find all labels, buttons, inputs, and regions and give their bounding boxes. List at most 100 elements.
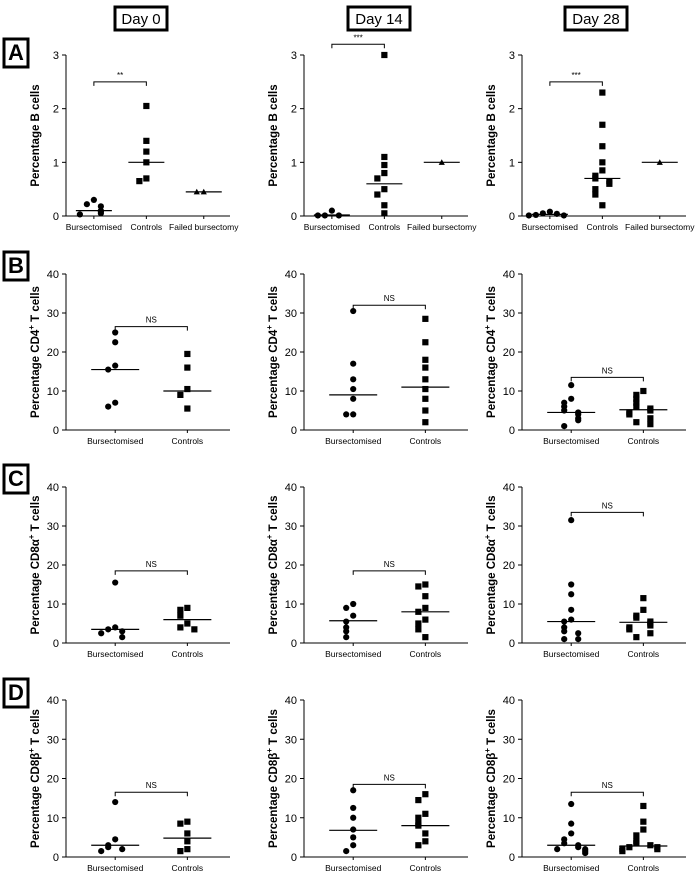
chart-D-day-14: 0 10 20 30 40 Percentage CD8β+ T cells Bursect… [265, 695, 468, 873]
data-point-square [640, 818, 647, 825]
data-point-square [184, 846, 191, 853]
data-point-circle [575, 844, 582, 851]
data-point-circle [350, 612, 357, 619]
series-bursectomised [329, 600, 378, 641]
x-category-label: Bursectomised [304, 222, 360, 232]
y-tick-label: 0 [291, 852, 297, 864]
y-tick-label: 30 [503, 521, 515, 533]
series-controls [619, 802, 668, 855]
series-bursectomised [75, 196, 112, 218]
data-point-square [619, 848, 626, 855]
y-axis-label: Percentage B cells [268, 84, 280, 186]
data-point-square [633, 391, 640, 398]
data-point-circle [119, 634, 126, 641]
series-controls [163, 604, 212, 633]
data-point-circle [539, 210, 546, 217]
y-tick-label: 20 [285, 560, 297, 572]
y-tick-label: 0 [509, 638, 515, 650]
data-point-circle [532, 211, 539, 219]
data-point-circle [561, 628, 568, 635]
y-tick-label: 30 [47, 308, 59, 320]
x-category-label: Bursectomised [543, 863, 599, 873]
data-point-square [626, 411, 633, 418]
data-point-circle [546, 208, 553, 215]
data-point-circle [98, 630, 105, 637]
data-point-circle [350, 395, 357, 402]
data-point-circle [98, 848, 105, 855]
data-point-circle [560, 212, 567, 219]
significance-label: ** [117, 71, 123, 80]
data-point-square [184, 604, 191, 611]
data-point-circle [350, 834, 357, 841]
data-point-square [177, 820, 184, 827]
data-point-circle [97, 203, 104, 210]
data-point-square [415, 822, 422, 829]
data-point-circle [350, 842, 357, 849]
y-axis-label: Percentage CD8β+ T cells [265, 709, 280, 848]
y-tick-label: 0 [509, 425, 515, 437]
data-point-square [184, 385, 191, 393]
x-category-label: Bursectomised [87, 436, 143, 446]
y-tick-label: 1 [291, 157, 297, 169]
series-bursectomised [547, 382, 596, 430]
series-bursectomised [525, 208, 568, 219]
y-axis-label: Percentage CD4+ T cells [27, 286, 42, 418]
x-category-label: Controls [628, 436, 660, 446]
significance-bracket: *** [549, 71, 603, 86]
x-category-label: Controls [410, 436, 442, 446]
column-header-label: Day 0 [121, 11, 160, 28]
data-point-square [422, 395, 429, 402]
y-tick-label: 30 [503, 308, 515, 320]
data-point-square [599, 167, 606, 174]
panel-letter-box [2, 463, 30, 495]
significance-bracket: ** [93, 71, 147, 86]
data-point-square [422, 385, 429, 393]
chart-A-day-28: 0 1 2 3 Percentage B cells Bursectomised Contr… [486, 50, 695, 232]
data-point-circle [561, 407, 568, 414]
data-point-triangle [438, 159, 445, 165]
y-axis-label: Percentage CD8α+ T cells [265, 496, 280, 635]
series-controls [128, 102, 165, 185]
y-tick-label: 40 [503, 482, 515, 494]
data-point-circle [343, 848, 350, 855]
series-controls [401, 791, 450, 849]
data-point-circle [328, 207, 335, 214]
data-point-square [599, 89, 606, 96]
panel-letter-box [2, 677, 30, 709]
data-point-square [143, 148, 150, 155]
y-tick-label: 30 [285, 308, 297, 320]
y-tick-label: 20 [503, 774, 515, 786]
data-point-triangle [200, 188, 207, 195]
data-point-square [422, 376, 429, 383]
y-tick-label: 20 [503, 347, 515, 359]
y-tick-label: 0 [291, 638, 297, 650]
chart-C-day-28: 0 10 20 30 40 Percentage CD8α+ T cells Bursect… [483, 482, 686, 659]
data-point-square [184, 620, 191, 627]
column-header-box [113, 5, 169, 32]
y-tick-label: 40 [503, 269, 515, 281]
data-point-circle [112, 798, 119, 806]
data-point-circle [582, 849, 589, 857]
data-point-circle [112, 579, 119, 586]
x-category-label: Bursectomised [87, 863, 143, 873]
chart-C-day-0: 0 10 20 30 40 Percentage CD8α+ T cells Bursect… [27, 482, 230, 659]
significance-line [331, 43, 385, 49]
y-tick-label: 40 [47, 695, 59, 707]
data-point-square [633, 832, 640, 839]
data-point-circle [350, 411, 357, 418]
y-tick-label: 40 [285, 269, 297, 281]
x-category-label: Bursectomised [66, 222, 122, 232]
data-point-square [654, 846, 661, 853]
significance-bracket: NS [352, 560, 426, 575]
data-point-circle [350, 814, 357, 821]
significance-label: NS [602, 781, 613, 790]
y-tick-label: 40 [285, 695, 297, 707]
data-point-square [640, 595, 647, 602]
data-point-circle [350, 385, 357, 393]
y-tick-label: 1 [53, 157, 59, 169]
y-tick-label: 20 [47, 347, 59, 359]
data-point-square [422, 810, 429, 817]
x-category-label: Controls [628, 649, 660, 659]
data-point-square [599, 121, 606, 128]
